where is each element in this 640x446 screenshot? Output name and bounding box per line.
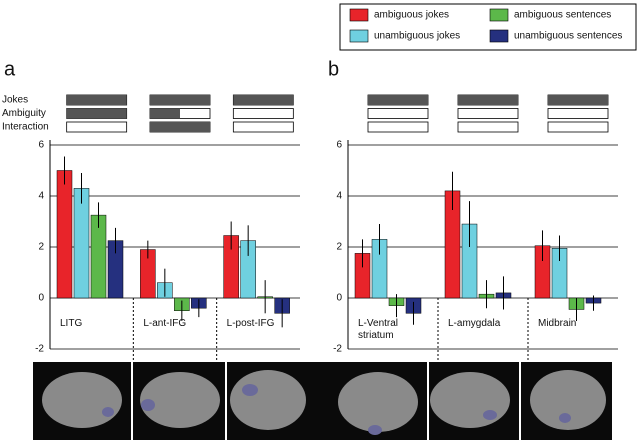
legend-label: unambiguous jokes [374, 31, 460, 42]
design-fill [66, 108, 127, 119]
design-fill [150, 122, 210, 132]
design-fill [368, 95, 428, 105]
y-tick-label: 4 [336, 191, 342, 202]
brain-strip [33, 362, 612, 440]
panel-letter: a [4, 58, 16, 80]
design-row-label: Ambiguity [2, 108, 46, 119]
design-box [367, 121, 429, 133]
design-box [547, 108, 609, 119]
y-tick-label: 0 [38, 293, 44, 304]
brain-dividers [131, 362, 521, 440]
y-tick-label: -2 [333, 344, 342, 355]
design-box [547, 121, 609, 133]
design-fill [150, 108, 180, 119]
legend-swatch [489, 29, 509, 43]
y-tick-label: -2 [35, 344, 44, 355]
y-tick-label: 0 [336, 293, 342, 304]
legend-label: ambiguous jokes [374, 10, 449, 21]
y-tick-label: 4 [38, 191, 44, 202]
legend-label: ambiguous sentences [514, 10, 611, 21]
legend-swatch [349, 8, 369, 22]
x-tick-label: L-ant-IFG [143, 318, 187, 329]
design-fill [458, 95, 518, 105]
x-tick-label: L-amygdala [448, 318, 501, 329]
panel-letter: b [328, 58, 339, 80]
design-fill [66, 95, 127, 105]
design-row-label: Jokes [2, 95, 28, 106]
bar [73, 188, 90, 299]
design-fill [150, 95, 210, 105]
design-box [457, 108, 519, 119]
design-box [367, 108, 429, 119]
design-fill [233, 95, 294, 105]
design-box [457, 121, 519, 133]
legend-label: unambiguous sentences [514, 31, 622, 42]
legend-swatch [349, 29, 369, 43]
design-box [66, 121, 128, 133]
legend-swatch [489, 8, 509, 22]
design-box [232, 121, 294, 133]
x-tick-label: Midbrain [538, 318, 577, 329]
legend-box [339, 3, 637, 51]
y-tick-label: 2 [336, 242, 342, 253]
y-tick-label: 6 [38, 140, 44, 151]
y-tick-label: 6 [336, 140, 342, 151]
design-fill [548, 95, 608, 105]
y-tick-label: 2 [38, 242, 44, 253]
design-box [232, 108, 294, 119]
bar [56, 170, 73, 299]
x-tick-label: L-post-IFG [226, 318, 275, 329]
x-tick-label: L-Ventral striatum [358, 318, 399, 341]
design-row-label: Interaction [2, 122, 49, 133]
roi-blobs [102, 384, 571, 435]
x-tick-label: LITG [60, 318, 83, 329]
